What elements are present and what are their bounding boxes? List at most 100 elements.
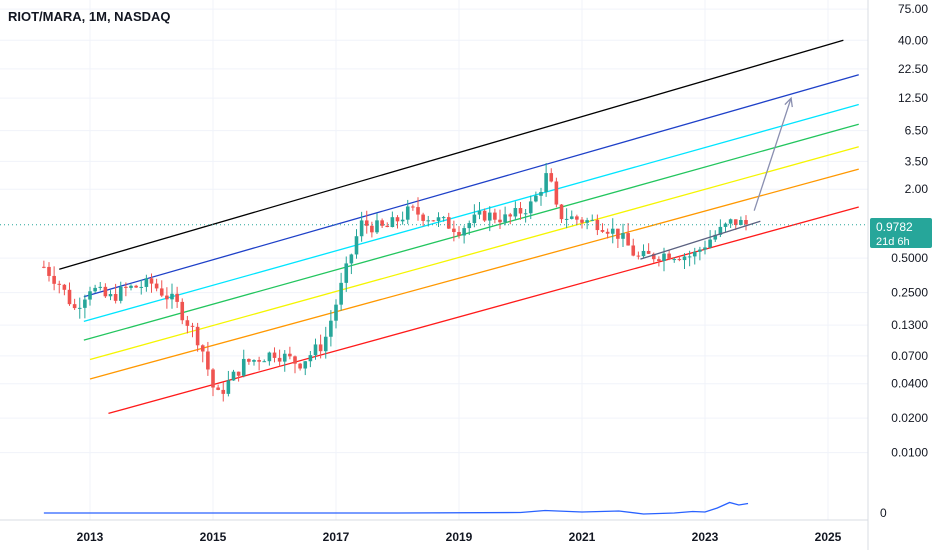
candle-body — [585, 220, 589, 223]
candle-body — [206, 351, 210, 370]
projection-arrow-head — [784, 96, 793, 108]
candle-body — [482, 210, 487, 221]
candle-body — [723, 223, 728, 227]
candle-body — [134, 285, 138, 288]
candle-body — [149, 278, 154, 284]
candle-body — [431, 220, 436, 222]
time-tick-label: 2023 — [692, 530, 719, 544]
candle-body — [467, 223, 472, 229]
candle-body — [703, 247, 707, 250]
candle-body — [713, 234, 718, 240]
candle-body — [262, 361, 267, 363]
candle-body — [190, 325, 195, 327]
candle-body — [564, 218, 569, 220]
candle-body — [575, 216, 579, 220]
candle-body — [139, 286, 144, 288]
candle-body — [211, 369, 215, 388]
candle-body — [272, 352, 277, 358]
candle-body — [508, 214, 513, 217]
candle-body — [477, 210, 482, 215]
candle-body — [528, 201, 533, 214]
candle-body — [200, 345, 205, 352]
candle-body — [288, 353, 292, 357]
price-tick-label: 0.0200 — [891, 411, 928, 425]
candle-body — [446, 217, 451, 229]
candle-body — [646, 250, 651, 254]
candle-body — [108, 294, 113, 297]
price-axis[interactable]: 75.00 40.00 22.50 12.50 6.50 3.50 2.00 0.5000 0.… — [880, 2, 928, 520]
candle-body — [744, 220, 748, 225]
candle-body — [672, 259, 677, 261]
candle-body — [385, 225, 390, 228]
candle-body — [728, 219, 733, 224]
candle-body — [247, 358, 251, 362]
last-price-label: 0.9782 21d 6h — [870, 218, 932, 248]
candle-body — [503, 214, 507, 223]
candle-body — [293, 356, 297, 364]
regression-channel[interactable] — [59, 39, 859, 415]
price-tick-label: 6.50 — [905, 124, 929, 138]
time-tick-label: 2021 — [569, 530, 596, 544]
price-tick-label: 2.00 — [905, 182, 929, 196]
candle-body — [180, 301, 185, 321]
channel-line-cyan — [83, 103, 859, 323]
time-axis[interactable]: 2013 2015 2017 2019 2021 2023 2025 — [77, 530, 842, 544]
candle-body — [523, 213, 528, 215]
price-tick-label: 0.0100 — [891, 446, 928, 460]
last-price-value: 0.9782 — [876, 220, 913, 234]
price-tick-label: 0.2500 — [891, 286, 928, 300]
candle-body — [344, 263, 349, 283]
candle-body — [457, 232, 461, 236]
candle-body — [195, 326, 200, 346]
candle-body — [62, 284, 67, 290]
candle-body — [636, 255, 641, 257]
bar-countdown: 21d 6h — [876, 236, 910, 248]
candle-body — [605, 231, 610, 234]
candle-body — [42, 266, 46, 268]
candle-body — [154, 283, 159, 289]
drawing-tools[interactable] — [640, 96, 793, 260]
candlestick-series — [0, 162, 868, 402]
candle-body — [390, 217, 395, 228]
candle-body — [426, 220, 431, 222]
price-tick-label: 40.00 — [898, 33, 928, 47]
candle-body — [667, 253, 671, 260]
candle-body — [400, 219, 405, 222]
channel-line-blue — [83, 74, 859, 298]
time-tick-label: 2025 — [815, 530, 842, 544]
candle-body — [375, 220, 379, 233]
candle-body — [698, 249, 702, 252]
symbol-title[interactable]: RIOT/MARA, 1M, NASDAQ — [8, 9, 171, 24]
candle-body — [539, 191, 543, 196]
candle-body — [487, 212, 492, 221]
candle-body — [580, 219, 584, 223]
candle-body — [83, 299, 87, 308]
candle-body — [364, 220, 369, 226]
indicator-zero-label: 0 — [880, 506, 887, 520]
candle-body — [687, 256, 692, 258]
candle-body — [303, 361, 308, 369]
candle-body — [626, 233, 630, 246]
candle-body — [334, 304, 338, 321]
candle-body — [47, 266, 51, 276]
candle-body — [600, 230, 605, 232]
candle-body — [616, 228, 620, 239]
candle-body — [733, 219, 738, 225]
price-tick-label: 0.1300 — [891, 318, 928, 332]
candle-body — [241, 358, 246, 376]
candle-body — [549, 173, 554, 182]
price-tick-label: 12.50 — [898, 91, 928, 105]
candle-body — [216, 387, 220, 390]
candle-body — [329, 320, 333, 337]
price-tick-label: 75.00 — [898, 2, 928, 16]
candle-body — [641, 250, 646, 257]
candle-body — [544, 173, 548, 192]
grid — [0, 0, 868, 520]
candle-body — [359, 220, 364, 237]
candle-body — [718, 226, 723, 235]
candle-body — [739, 220, 743, 225]
channel-line-orange — [89, 168, 859, 380]
candle-body — [98, 286, 103, 288]
